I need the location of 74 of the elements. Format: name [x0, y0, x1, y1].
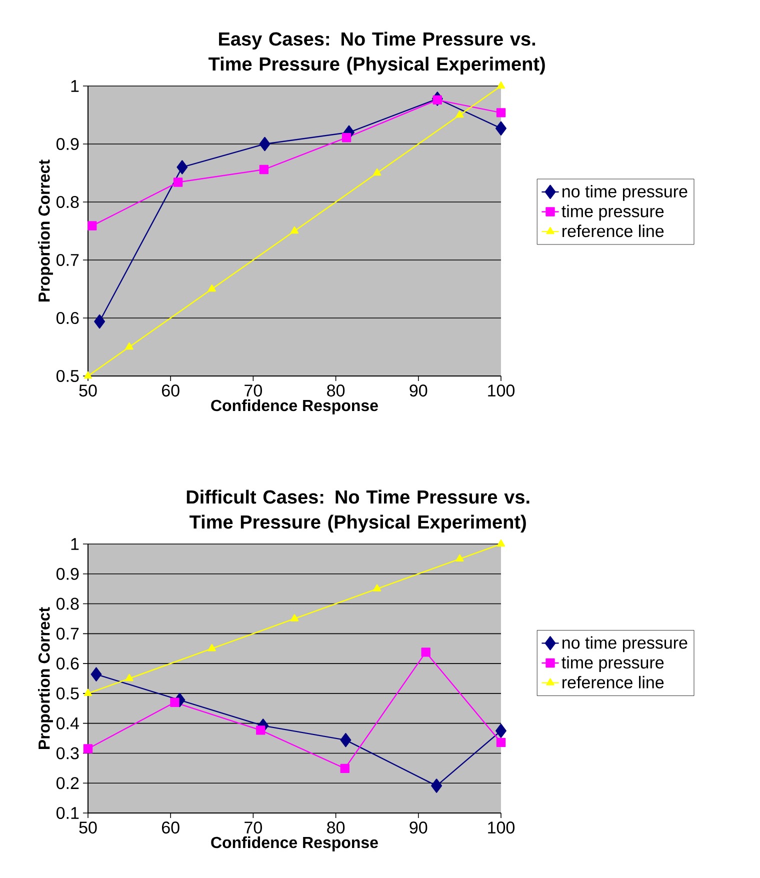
point: [259, 136, 270, 152]
point: [83, 744, 93, 754]
x-tick-label: 50: [79, 384, 97, 397]
point: [456, 554, 464, 562]
point: [170, 698, 180, 708]
x-tick-label: 70: [244, 822, 262, 834]
point: [290, 614, 299, 622]
y-tick-label: 0.7: [56, 254, 79, 266]
point: [431, 778, 442, 793]
y-tick-label: 0.6: [56, 312, 79, 324]
x-tick-label: 90: [410, 822, 428, 834]
point: [340, 732, 352, 748]
point: [496, 121, 506, 136]
point: [90, 667, 102, 682]
point: [373, 584, 382, 592]
y-tick-label: 0.2: [56, 777, 79, 790]
point: [256, 726, 266, 735]
point: [125, 342, 134, 350]
point: [496, 539, 506, 547]
point: [456, 110, 464, 118]
x-tick-label: 100: [488, 822, 515, 834]
point: [208, 644, 216, 652]
legend-label: time pressure: [562, 204, 664, 221]
y-tick-label: 0.5: [56, 370, 79, 382]
y-tick-label: 0.8: [56, 598, 79, 610]
point: [496, 81, 506, 89]
point: [340, 764, 350, 774]
point: [176, 160, 188, 174]
legend-label: reference line: [562, 676, 664, 688]
chart-title: Difficult Cases: No Time Pressure vs. Time Pressure (Physical Experiment): [186, 490, 530, 532]
y-axis-title: Proportion Correct: [38, 607, 53, 749]
point: [84, 371, 92, 379]
point: [496, 724, 506, 738]
point: [94, 314, 106, 329]
point: [173, 178, 183, 187]
point: [84, 688, 92, 696]
point: [432, 95, 442, 105]
legend-label: no time pressure: [562, 636, 688, 652]
point: [496, 108, 506, 118]
legend-label: reference line: [562, 224, 664, 238]
x-tick-label: 60: [162, 384, 180, 397]
x-axis-title: Confidence Response: [211, 836, 378, 852]
x-tick-label: 80: [327, 384, 345, 397]
x-axis-title: Confidence Response: [211, 399, 378, 414]
y-tick-label: 0.9: [56, 568, 79, 580]
chart-title: Easy Cases: No Time Pressure vs. Time Pressure (Physical Experiment): [208, 32, 545, 74]
legend-label: time pressure: [562, 656, 664, 672]
x-tick-label: 70: [244, 384, 262, 397]
y-tick-label: 0.3: [56, 747, 79, 760]
x-tick-label: 90: [410, 384, 428, 397]
y-tick-label: 0.4: [56, 717, 79, 730]
point: [259, 164, 269, 174]
y-tick-label: 0.6: [56, 658, 79, 670]
y-axis-title: Proportion Correct: [38, 160, 53, 302]
point: [290, 226, 299, 234]
y-tick-label: 1: [71, 80, 79, 92]
x-tick-label: 80: [327, 822, 345, 834]
point: [208, 284, 216, 292]
y-tick-label: 1: [71, 538, 79, 550]
point: [496, 738, 506, 748]
point: [342, 133, 352, 142]
point: [88, 221, 97, 230]
y-tick-label: 0.5: [56, 687, 79, 700]
y-tick-label: 0.1: [56, 806, 79, 820]
x-tick-label: 60: [162, 822, 180, 834]
y-tick-label: 0.8: [56, 196, 79, 208]
y-tick-label: 0.9: [56, 138, 79, 150]
x-tick-label: 50: [79, 822, 97, 834]
point: [421, 648, 430, 657]
legend-label: no time pressure: [562, 185, 688, 201]
point: [373, 168, 382, 176]
x-tick-label: 100: [488, 384, 515, 397]
point: [125, 674, 134, 682]
y-tick-label: 0.7: [56, 628, 79, 640]
